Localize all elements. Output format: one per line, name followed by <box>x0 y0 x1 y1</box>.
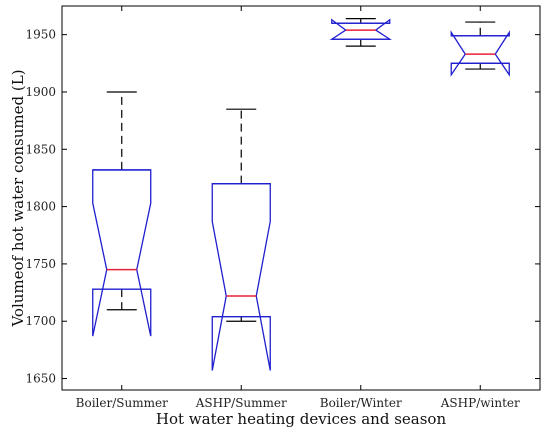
y-axis-ticks: 1650 1700 1750 1800 1850 1900 1950 <box>25 28 540 386</box>
y-tick-label: 1950 <box>25 28 56 42</box>
x-tick-label: ASHP/Summer <box>195 396 287 410</box>
y-tick-label: 1700 <box>25 314 56 328</box>
y-tick-label: 1800 <box>25 200 56 214</box>
x-tick-label: Boiler/Winter <box>320 396 402 410</box>
y-tick-label: 1900 <box>25 85 56 99</box>
box-boiler-winter <box>329 18 392 47</box>
x-tick-label: Boiler/Summer <box>76 396 168 410</box>
y-tick-label: 1750 <box>25 257 56 271</box>
box-ashp-summer <box>211 108 271 371</box>
y-axis-label: Volumeof hot water consumed (L) <box>9 69 27 327</box>
box-series <box>92 18 510 371</box>
x-axis-ticks: Boiler/Summer ASHP/Summer Boiler/Winter ASH… <box>76 6 520 410</box>
box-boiler-summer <box>92 91 152 337</box>
x-tick-label: ASHP/winter <box>440 396 520 410</box>
x-axis-label: Hot water heating devices and season <box>156 410 447 428</box>
box-ashp-winter <box>450 21 510 77</box>
y-tick-label: 1850 <box>25 142 56 156</box>
plot-area <box>61 5 541 391</box>
y-tick-label: 1650 <box>25 372 56 386</box>
